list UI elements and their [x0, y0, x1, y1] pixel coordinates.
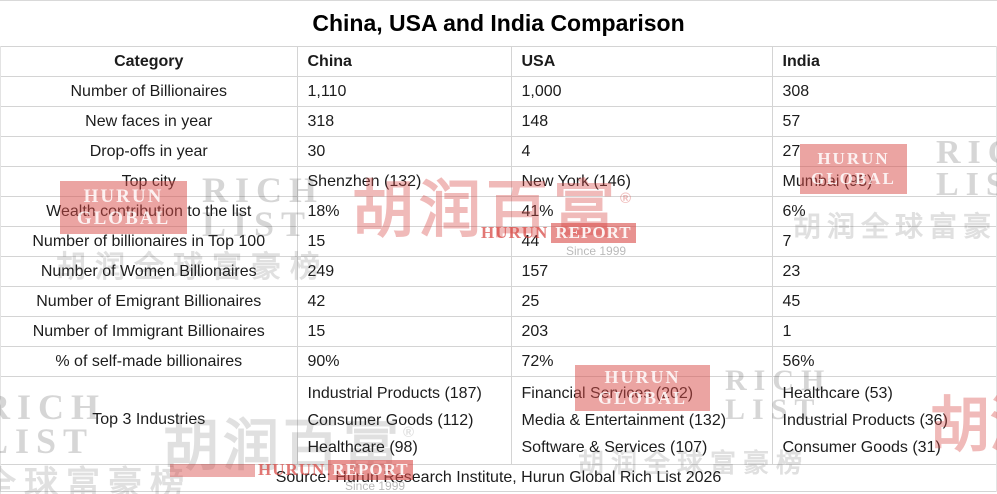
cell-usa: 25: [510, 286, 772, 317]
table-row: Number of Women Billionaires 249 157 23: [1, 256, 996, 287]
cell-category: Drop-offs in year: [1, 136, 297, 167]
cell-usa: 41%: [510, 196, 772, 227]
cell-china: 15: [296, 316, 511, 347]
cell-china: 249: [296, 256, 511, 287]
industry-line: Consumer Goods (112): [307, 411, 474, 429]
cell-category: Number of Emigrant Billionaires: [1, 286, 297, 317]
cell-india: 7: [771, 226, 996, 257]
table-container: Category China USA India Number of Billi…: [0, 46, 997, 492]
cell-category: Top city: [1, 166, 297, 197]
cell-usa: 72%: [510, 346, 772, 377]
page-title: China, USA and India Comparison: [312, 10, 685, 36]
table-row: Drop-offs in year 30 4 27: [1, 136, 996, 167]
cell-china: 42: [296, 286, 511, 317]
cell-usa: 4: [510, 136, 772, 167]
source-note: Source: Hurun Research Institute, Hurun …: [1, 463, 996, 492]
cell-usa: 1,000: [510, 76, 772, 107]
cell-china: 90%: [296, 346, 511, 377]
cell-usa: 148: [510, 106, 772, 137]
cell-category: Number of Women Billionaires: [1, 256, 297, 287]
column-header-china: China: [296, 46, 511, 77]
table-row-industries: Top 3 Industries Industrial Products (18…: [1, 376, 996, 464]
table-row: Number of billionaires in Top 100 15 44 …: [1, 226, 996, 257]
cell-china: Shenzhen (132): [296, 166, 511, 197]
cell-category: Number of Immigrant Billionaires: [1, 316, 297, 347]
industry-line: Healthcare (98): [307, 438, 418, 456]
industry-line: Industrial Products (36): [782, 411, 948, 429]
cell-usa: 203: [510, 316, 772, 347]
cell-india: 308: [771, 76, 996, 107]
industry-line: Financial Services (202): [521, 384, 694, 402]
table-row: Wealth contribution to the list 18% 41% …: [1, 196, 996, 227]
cell-india-industries: Healthcare (53) Industrial Products (36)…: [771, 376, 996, 464]
cell-india: 23: [771, 256, 996, 287]
table-row: Number of Immigrant Billionaires 15 203 …: [1, 316, 996, 347]
cell-china-industries: Industrial Products (187) Consumer Goods…: [296, 376, 511, 464]
cell-india: 6%: [771, 196, 996, 227]
cell-india: Mumbai (95): [771, 166, 996, 197]
cell-category: Number of billionaires in Top 100: [1, 226, 297, 257]
cell-china: 18%: [296, 196, 511, 227]
industry-line: Software & Services (107): [521, 438, 708, 456]
header-row: Category China USA India: [1, 46, 996, 77]
cell-usa: 44: [510, 226, 772, 257]
table-row: Number of Emigrant Billionaires 42 25 45: [1, 286, 996, 317]
industry-line: Industrial Products (187): [307, 384, 482, 402]
column-header-india: India: [771, 46, 996, 77]
cell-india: 57: [771, 106, 996, 137]
cell-usa: 157: [510, 256, 772, 287]
cell-category: New faces in year: [1, 106, 297, 137]
cell-category: % of self-made billionaires: [1, 346, 297, 377]
cell-china: 30: [296, 136, 511, 167]
cell-category: Top 3 Industries: [1, 376, 297, 464]
cell-usa-industries: Financial Services (202) Media & Enterta…: [510, 376, 772, 464]
column-header-category: Category: [1, 46, 297, 77]
cell-india: 56%: [771, 346, 996, 377]
industry-line: Consumer Goods (31): [782, 438, 941, 456]
table-row: New faces in year 318 148 57: [1, 106, 996, 137]
cell-china: 1,110: [296, 76, 511, 107]
table-row: Top city Shenzhen (132) New York (146) M…: [1, 166, 996, 197]
cell-usa: New York (146): [510, 166, 772, 197]
cell-china: 318: [296, 106, 511, 137]
cell-category: Wealth contribution to the list: [1, 196, 297, 227]
cell-china: 15: [296, 226, 511, 257]
table-row: Number of Billionaires 1,110 1,000 308: [1, 76, 996, 107]
cell-india: 1: [771, 316, 996, 347]
column-header-usa: USA: [510, 46, 772, 77]
industry-line: Healthcare (53): [782, 384, 893, 402]
industry-line: Media & Entertainment (132): [521, 411, 727, 429]
cell-category: Number of Billionaires: [1, 76, 297, 107]
cell-india: 45: [771, 286, 996, 317]
comparison-table: Category China USA India Number of Billi…: [1, 46, 996, 464]
table-row: % of self-made billionaires 90% 72% 56%: [1, 346, 996, 377]
cell-india: 27: [771, 136, 996, 167]
